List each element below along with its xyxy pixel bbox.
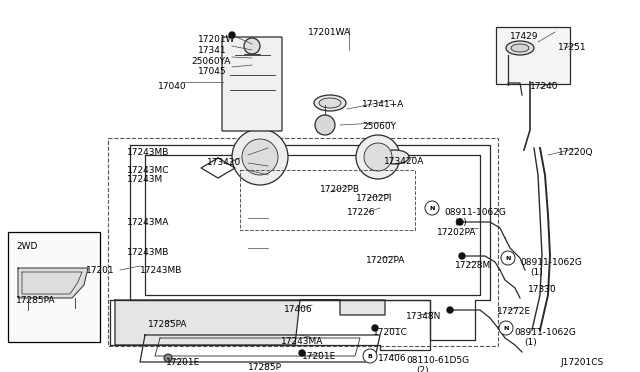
Ellipse shape	[511, 44, 529, 52]
Text: N: N	[429, 205, 435, 211]
Text: 17243MC: 17243MC	[127, 166, 170, 175]
Circle shape	[425, 201, 439, 215]
Text: 173420A: 173420A	[384, 157, 424, 166]
Circle shape	[459, 253, 465, 259]
Ellipse shape	[314, 95, 346, 111]
Text: 17285PA: 17285PA	[148, 320, 188, 329]
Circle shape	[364, 143, 392, 171]
Circle shape	[229, 32, 235, 38]
Text: 17220Q: 17220Q	[558, 148, 593, 157]
Text: 17202PA: 17202PA	[366, 256, 405, 265]
Text: 17243MB: 17243MB	[127, 148, 170, 157]
Text: 17348N: 17348N	[406, 312, 442, 321]
Bar	[240, 170, 415, 230]
Text: 17240: 17240	[530, 82, 559, 91]
Text: 17243MB: 17243MB	[140, 266, 182, 275]
Ellipse shape	[381, 150, 409, 164]
Text: 17243MB: 17243MB	[127, 248, 170, 257]
Text: 17201: 17201	[86, 266, 115, 275]
Bar	[108, 138, 498, 346]
Circle shape	[501, 251, 515, 265]
Circle shape	[372, 325, 378, 331]
Circle shape	[499, 321, 513, 335]
Circle shape	[232, 129, 288, 185]
Text: 17040: 17040	[158, 82, 187, 91]
Text: B: B	[367, 353, 372, 359]
Text: 17285P: 17285P	[248, 363, 282, 372]
Ellipse shape	[319, 98, 341, 108]
Circle shape	[363, 349, 377, 363]
Ellipse shape	[506, 41, 534, 55]
Circle shape	[244, 38, 260, 54]
Text: 08911-1062G: 08911-1062G	[520, 258, 582, 267]
Text: (1): (1)	[524, 338, 537, 347]
Text: 17243M: 17243M	[127, 175, 163, 184]
Text: 17202PA: 17202PA	[437, 228, 476, 237]
Text: 17251: 17251	[558, 43, 587, 52]
Text: 17429: 17429	[510, 32, 538, 41]
Text: 17243MA: 17243MA	[127, 218, 170, 227]
Circle shape	[457, 219, 463, 225]
Text: (1): (1)	[530, 268, 543, 277]
Circle shape	[299, 350, 305, 356]
Text: 17330: 17330	[528, 285, 557, 294]
Text: 17202PI: 17202PI	[356, 194, 392, 203]
Text: 17045: 17045	[198, 67, 227, 76]
Text: 17243MA: 17243MA	[281, 337, 323, 346]
Text: 2WD: 2WD	[16, 242, 37, 251]
Circle shape	[164, 354, 172, 362]
Polygon shape	[115, 300, 385, 345]
Text: 17201E: 17201E	[302, 352, 336, 361]
Text: 17201E: 17201E	[166, 358, 200, 367]
Circle shape	[315, 115, 335, 135]
Text: N: N	[506, 256, 511, 260]
Text: 17406: 17406	[284, 305, 312, 314]
Text: 173420: 173420	[207, 158, 241, 167]
Text: 17285PA: 17285PA	[16, 296, 56, 305]
Circle shape	[356, 135, 400, 179]
Text: 17202PB: 17202PB	[320, 185, 360, 194]
Text: 17341+A: 17341+A	[362, 100, 404, 109]
FancyBboxPatch shape	[222, 37, 282, 131]
Text: 17201W: 17201W	[198, 35, 236, 44]
Text: 17226: 17226	[347, 208, 376, 217]
Text: 17228M: 17228M	[455, 261, 492, 270]
Polygon shape	[18, 268, 88, 298]
Text: 08911-1062G: 08911-1062G	[444, 208, 506, 217]
Circle shape	[447, 307, 453, 313]
Text: 17201C: 17201C	[373, 328, 408, 337]
Text: 25060Y: 25060Y	[362, 122, 396, 131]
Text: 17341: 17341	[198, 46, 227, 55]
Text: 17201WA: 17201WA	[308, 28, 351, 37]
Text: (2): (2)	[416, 366, 429, 372]
Text: (1): (1)	[454, 218, 467, 227]
Text: N: N	[503, 326, 509, 330]
Text: 17272E: 17272E	[497, 307, 531, 316]
Circle shape	[165, 355, 171, 361]
Text: 17406: 17406	[378, 354, 406, 363]
Text: 08110-61D5G: 08110-61D5G	[406, 356, 469, 365]
Text: J17201CS: J17201CS	[560, 358, 604, 367]
Bar	[8, 232, 100, 342]
Text: 25060YA: 25060YA	[191, 57, 230, 66]
FancyBboxPatch shape	[496, 27, 570, 84]
Text: 08911-1062G: 08911-1062G	[514, 328, 576, 337]
Circle shape	[242, 139, 278, 175]
